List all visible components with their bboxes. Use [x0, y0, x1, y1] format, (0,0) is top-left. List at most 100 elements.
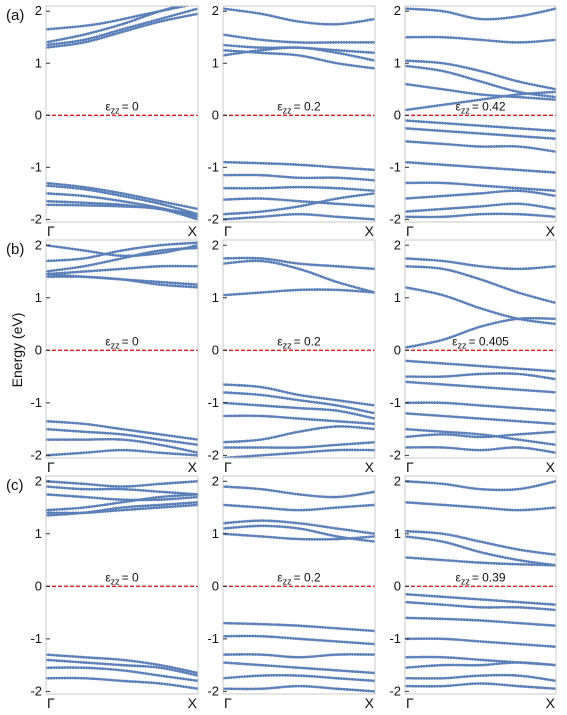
strain-subscript: zz: [283, 576, 293, 586]
y-tick-label: -2: [207, 447, 219, 462]
x-tick-label: Γ: [406, 459, 414, 475]
strain-label: εzz = 0.39: [455, 570, 505, 586]
y-tick-label: 2: [394, 473, 401, 488]
panel-frame: [222, 475, 376, 695]
band-line-core: [223, 197, 375, 207]
band-line-core: [223, 192, 375, 215]
band-line-core: [223, 485, 375, 498]
panel-plot-area: [405, 479, 556, 691]
strain-value: = 0.2: [294, 99, 321, 113]
y-tick-label: -2: [207, 211, 219, 226]
y-tick-label: 0: [212, 107, 219, 122]
band-line-core: [46, 6, 181, 44]
band-line-core: [223, 402, 375, 420]
band-line-core: [405, 83, 556, 101]
band-line-core: [405, 257, 556, 270]
band-line-core: [223, 174, 375, 181]
y-tick-label: 2: [212, 237, 219, 252]
panel-plot-area: [223, 485, 375, 693]
band-line-core: [223, 8, 375, 25]
band-line-core: [46, 242, 198, 262]
band-line-core: [405, 265, 556, 304]
band-line-core: [405, 446, 556, 454]
strain-subscript: zz: [461, 576, 471, 586]
x-tick-label: X: [365, 459, 375, 475]
y-tick-label: 1: [394, 526, 401, 541]
band-line-core: [405, 412, 556, 425]
y-tick-label: 1: [394, 55, 401, 70]
strain-label: εzz = 0.405: [452, 334, 509, 350]
panel-frame: [45, 239, 199, 459]
y-tick-label: -1: [207, 631, 219, 646]
band-line-core: [223, 441, 375, 449]
x-tick-label: X: [546, 223, 556, 239]
panel-plot-area: [223, 256, 375, 458]
band-line-core: [46, 275, 198, 288]
y-tick-label: 1: [212, 55, 219, 70]
row-label: (c): [6, 477, 24, 494]
y-tick-label: -2: [30, 683, 42, 698]
band-line-core: [46, 501, 198, 516]
band-line-core: [223, 622, 375, 632]
band-line-core: [223, 415, 375, 425]
y-tick-label: 0: [35, 578, 42, 593]
band-line-core: [46, 8, 198, 46]
band-line-core: [223, 504, 375, 511]
row-label: (a): [6, 7, 24, 24]
strain-subscript: zz: [457, 340, 467, 350]
y-tick-label: -2: [389, 211, 401, 226]
x-tick-label: Γ: [47, 223, 55, 239]
band-line: [223, 212, 375, 221]
y-tick-label: -1: [389, 159, 401, 174]
y-tick-label: 0: [394, 578, 401, 593]
x-tick-label: Γ: [224, 223, 232, 239]
band-line-core: [405, 91, 556, 111]
band-line-core: [405, 127, 556, 140]
band-line-core: [223, 49, 375, 70]
y-tick-label: 2: [394, 237, 401, 252]
band-line-core: [405, 140, 556, 153]
band-line: [46, 676, 198, 691]
band-line-core: [223, 257, 375, 270]
y-tick-label: -2: [389, 447, 401, 462]
y-tick-label: 0: [394, 342, 401, 357]
strain-value: = 0: [122, 334, 139, 348]
band-line-core: [223, 34, 375, 44]
band-line-core: [223, 661, 375, 674]
strain-value: = 0.2: [294, 334, 321, 348]
band-line-core: [46, 247, 198, 273]
strain-symbol: ε: [105, 570, 111, 584]
y-tick-label: 1: [212, 526, 219, 541]
band-line-core: [405, 682, 556, 690]
band-line-core: [405, 593, 556, 606]
panel-plot-area: [405, 256, 556, 455]
y-tick-label: -1: [30, 631, 42, 646]
panel-plot-area: [46, 479, 198, 691]
band-line-core: [405, 480, 556, 491]
y-tick-label: -1: [389, 395, 401, 410]
y-tick-label: 2: [35, 237, 42, 252]
band-line-core: [223, 520, 375, 535]
panel-plot-area: [46, 6, 198, 221]
band-line-core: [405, 286, 556, 325]
band-line-core: [405, 674, 556, 682]
y-tick-label: 0: [35, 107, 42, 122]
band-line-core: [223, 449, 375, 458]
band-line-core: [46, 182, 198, 210]
strain-label: εzz = 0.2: [277, 99, 321, 115]
y-tick-label: -2: [207, 683, 219, 698]
y-tick-label: -1: [389, 631, 401, 646]
strain-label: εzz = 0.2: [277, 334, 321, 350]
band-line-core: [46, 438, 198, 454]
band-line-core: [223, 213, 375, 220]
y-tick-label: 1: [35, 290, 42, 305]
band-line-core: [46, 244, 198, 257]
band-line-core: [46, 654, 198, 674]
strain-symbol: ε: [277, 570, 283, 584]
panel-frame: [222, 239, 376, 459]
band-line-core: [405, 182, 556, 192]
y-tick-label: 0: [212, 578, 219, 593]
strain-symbol: ε: [452, 334, 458, 348]
band-line: [223, 425, 375, 444]
y-tick-label: 1: [212, 290, 219, 305]
